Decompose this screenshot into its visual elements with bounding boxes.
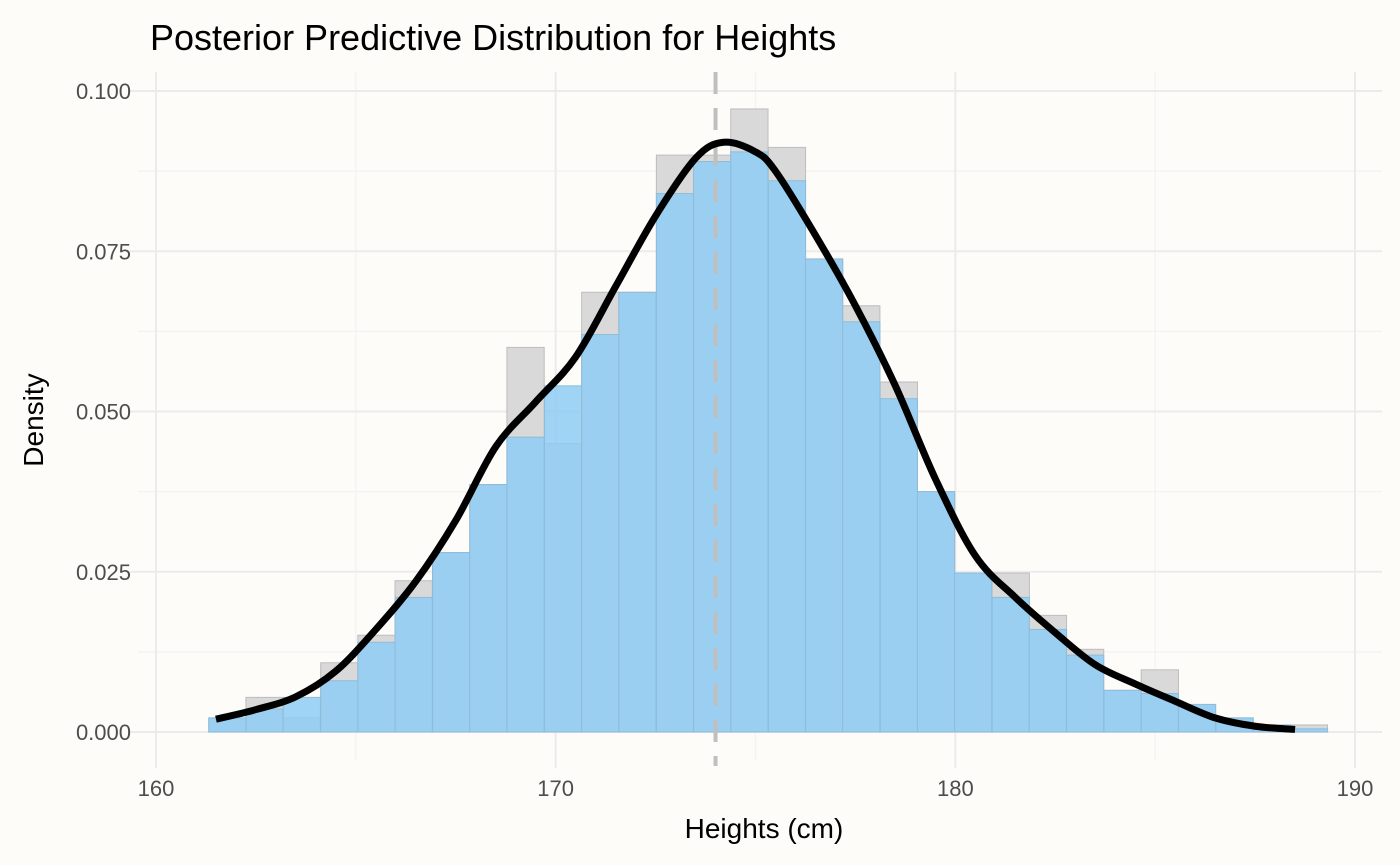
y-tick-label: 0.050 (76, 400, 131, 425)
predicted-bar (730, 151, 769, 733)
x-axis-title: Heights (cm) (685, 813, 844, 844)
predicted-bar (1103, 689, 1142, 733)
predicted-bar (954, 572, 993, 733)
predicted-bar (1289, 728, 1329, 733)
x-tick-label: 160 (138, 776, 175, 801)
predicted-bar (581, 334, 620, 733)
x-tick-label: 180 (937, 776, 974, 801)
predicted-bar (693, 161, 732, 733)
predicted-bar (469, 484, 508, 733)
y-axis-title: Density (18, 373, 49, 466)
predicted-bar (767, 180, 807, 733)
predicted-bar (916, 491, 956, 733)
density-curve (215, 138, 1296, 733)
predicted-bar (842, 321, 881, 733)
predicted-bar (991, 596, 1030, 733)
x-tick-label: 170 (537, 776, 574, 801)
predicted-bar (357, 641, 396, 733)
axes: 160 170 180 190 0.000 0.025 0.050 0.075 0.100 (76, 79, 1373, 801)
y-tick-label: 0.075 (76, 239, 131, 264)
predicted-bar (320, 680, 359, 733)
chart-title: Posterior Predictive Distribution for He… (150, 17, 836, 58)
predicted-bar (1028, 628, 1068, 733)
predicted-bar (394, 596, 433, 733)
predicted-bar (879, 398, 918, 733)
y-tick-label: 0.025 (76, 560, 131, 585)
y-tick-label: 0.000 (76, 720, 131, 745)
predicted-bar (432, 552, 471, 733)
predicted-bar (804, 258, 844, 733)
predicted-bar (655, 193, 695, 733)
density-curve-layer (215, 138, 1296, 733)
predicted-bar (506, 436, 545, 733)
y-tick-label: 0.100 (76, 79, 131, 104)
x-tick-label: 190 (1337, 776, 1374, 801)
predicted-bar (618, 291, 657, 733)
predicted-histogram (208, 151, 1329, 733)
predicted-bar (543, 385, 583, 733)
